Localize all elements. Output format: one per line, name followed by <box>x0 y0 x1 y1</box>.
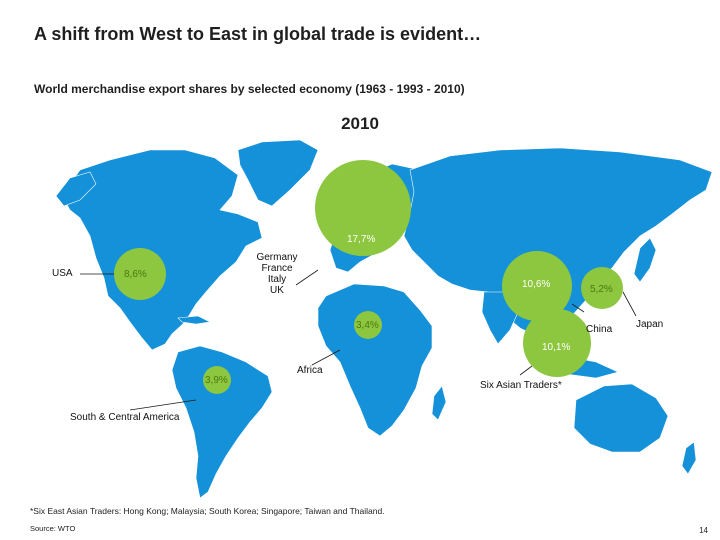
label-europe: Germany France Italy UK <box>256 252 298 296</box>
label-japan: Japan <box>636 319 664 330</box>
source-note: Source: WTO <box>30 524 76 533</box>
slide-title: A shift from West to East in global trad… <box>34 24 482 44</box>
africa-shape <box>317 283 433 437</box>
leader-europe <box>295 269 319 286</box>
footnote: *Six East Asian Traders: Hong Kong; Mala… <box>30 506 385 516</box>
label-usa: USA <box>52 268 73 279</box>
australia-shape <box>573 383 669 453</box>
asia-shape <box>403 147 713 337</box>
label-south-america: South & Central America <box>70 412 180 423</box>
value-africa: 3,4% <box>356 320 379 331</box>
bubble-six-asian <box>523 309 591 377</box>
caribbean-shape <box>177 315 211 325</box>
alaska-shape <box>55 171 97 207</box>
leader-china <box>571 303 585 313</box>
leader-japan <box>622 291 637 317</box>
value-usa: 8,6% <box>124 269 147 280</box>
value-china: 10,6% <box>522 279 551 290</box>
bubble-south-america <box>203 366 231 394</box>
leader-six-asian <box>519 365 533 376</box>
north-america-shape <box>61 149 263 351</box>
value-europe: 17,7% <box>347 234 376 245</box>
leader-south-america <box>129 399 197 411</box>
year-heading: 2010 <box>341 114 379 133</box>
slide-subtitle: World merchandise export shares by selec… <box>34 82 465 96</box>
south-america-shape <box>171 345 273 499</box>
label-six-asian: Six Asian Traders* <box>480 380 562 391</box>
label-africa: Africa <box>297 365 323 376</box>
bubble-usa <box>114 248 166 300</box>
page-number: 14 <box>699 526 708 535</box>
value-south-america: 3,9% <box>205 375 228 386</box>
value-japan: 5,2% <box>590 284 613 295</box>
bubble-japan <box>581 267 623 309</box>
label-china: China <box>586 324 613 335</box>
madagascar-shape <box>431 385 447 421</box>
bubble-europe <box>315 160 411 256</box>
leader-lines <box>80 269 637 411</box>
leader-africa <box>311 349 341 366</box>
bubble-china <box>502 251 572 321</box>
new-zealand-shape <box>681 441 697 475</box>
japan-shape <box>633 237 657 283</box>
greenland-shape <box>237 139 319 207</box>
bubble-africa <box>354 311 382 339</box>
bubbles <box>114 160 623 394</box>
value-six-asian: 10,1% <box>542 342 571 353</box>
